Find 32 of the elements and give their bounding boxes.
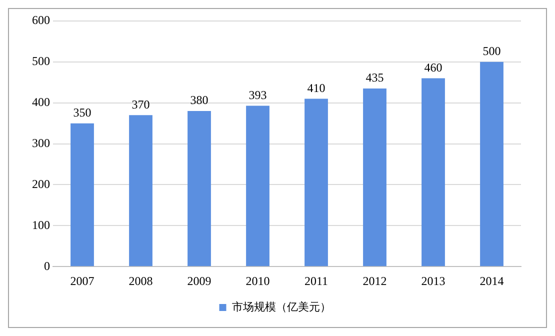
x-tick-label: 2013 [421,274,446,288]
x-tick-label: 2007 [70,274,94,288]
legend-label: 市场规模（亿美元） [232,300,331,314]
bar [304,98,328,266]
y-tick-label: 100 [32,218,50,232]
y-tick-label: 0 [44,258,50,273]
x-tick-label: 2010 [246,274,270,288]
y-tick-label: 500 [32,54,50,68]
y-tick-label: 300 [32,136,50,150]
data-label: 435 [366,70,384,85]
x-tick-label: 2011 [304,274,328,288]
bar [129,115,152,266]
x-tick-label: 2009 [187,274,212,288]
bar [246,106,270,266]
y-tick-label: 400 [32,95,50,110]
data-label: 393 [248,88,267,102]
bar [188,111,211,266]
x-tick-label: 2014 [480,274,504,288]
bar [480,62,504,266]
data-label: 350 [73,105,92,120]
x-tick-label: 2012 [362,274,387,288]
data-label: 500 [482,44,501,58]
y-tick-label: 600 [32,13,50,28]
data-label: 380 [190,93,208,108]
bar [70,123,94,266]
x-tick-label: 2008 [128,274,153,288]
y-tick-label: 200 [32,176,50,191]
data-label: 410 [307,80,326,95]
data-label: 460 [424,60,442,74]
bar [363,88,386,266]
bar [422,78,445,266]
data-label: 370 [132,97,150,112]
